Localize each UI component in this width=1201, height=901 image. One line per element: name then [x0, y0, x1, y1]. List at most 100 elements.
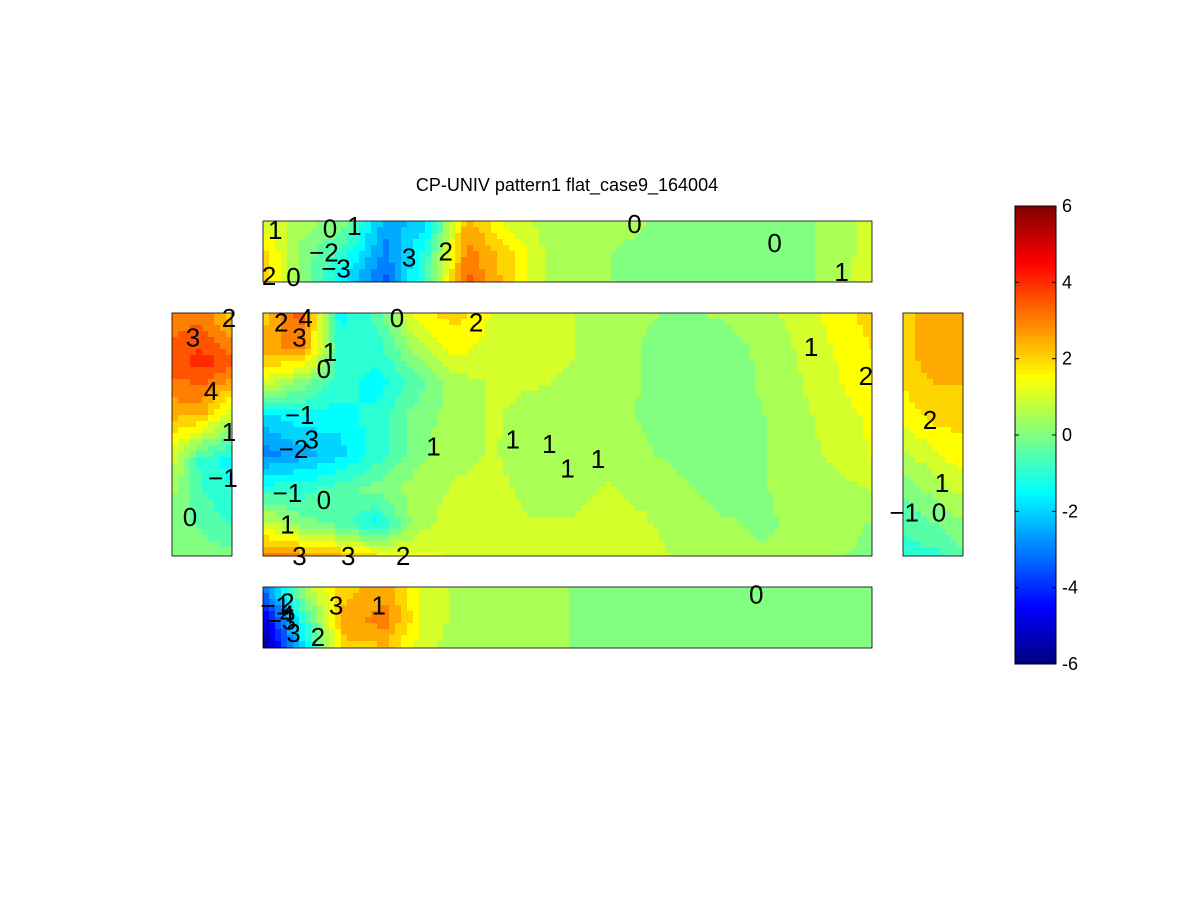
contour-cell	[383, 337, 390, 344]
contour-cell	[695, 385, 702, 392]
contour-cell	[335, 529, 342, 536]
contour-cell	[803, 367, 810, 374]
contour-cell	[641, 331, 648, 338]
contour-cell	[275, 409, 282, 416]
contour-cell	[617, 355, 624, 362]
contour-cell	[371, 245, 378, 252]
contour-cell	[839, 469, 846, 476]
contour-cell	[587, 361, 594, 368]
contour-cell	[863, 487, 870, 494]
contour-cell	[869, 313, 873, 320]
contour-cell	[347, 313, 354, 320]
contour-cell	[653, 233, 660, 240]
contour-cell	[671, 245, 678, 252]
contour-cell	[509, 391, 516, 398]
contour-cell	[545, 337, 552, 344]
contour-cell	[665, 251, 672, 258]
contour-cell	[557, 403, 564, 410]
contour-cell	[671, 257, 678, 264]
contour-cell	[395, 391, 402, 398]
contour-cell	[707, 445, 714, 452]
contour-cell	[527, 367, 534, 374]
contour-cell	[725, 469, 732, 476]
contour-cell	[761, 379, 768, 386]
contour-cell	[779, 239, 786, 246]
contour-cell	[323, 269, 330, 276]
contour-cell	[479, 433, 486, 440]
contour-cell	[311, 481, 318, 488]
contour-cell	[383, 493, 390, 500]
contour-cell	[521, 257, 528, 264]
contour-cell	[569, 233, 576, 240]
contour-cell	[653, 373, 660, 380]
contour-cell	[629, 331, 636, 338]
contour-cell	[281, 421, 288, 428]
contour-cell	[263, 233, 270, 240]
contour-cell	[797, 251, 804, 258]
contour-cell	[335, 269, 342, 276]
contour-cell	[821, 361, 828, 368]
contour-cell	[371, 373, 378, 380]
contour-cell	[791, 343, 798, 350]
contour-cell	[515, 263, 522, 270]
contour-cell	[329, 385, 336, 392]
contour-cell	[737, 409, 744, 416]
contour-cell	[545, 319, 552, 326]
contour-cell	[311, 257, 318, 264]
contour-cell	[779, 349, 786, 356]
contour-cell	[779, 385, 786, 392]
contour-cell	[407, 409, 414, 416]
contour-cell	[719, 373, 726, 380]
contour-cell	[653, 349, 660, 356]
contour-cell	[605, 439, 612, 446]
contour-cell	[461, 263, 468, 270]
contour-cell	[443, 439, 450, 446]
contour-cell	[539, 385, 546, 392]
contour-cell	[335, 409, 342, 416]
contour-cell	[335, 487, 342, 494]
contour-cell	[269, 397, 276, 404]
contour-cell	[707, 373, 714, 380]
contour-cell	[779, 481, 786, 488]
contour-cell	[497, 349, 504, 356]
contour-cell	[677, 523, 684, 530]
contour-cell	[335, 337, 342, 344]
contour-cell	[695, 343, 702, 350]
contour-cell	[281, 367, 288, 374]
contour-cell	[551, 427, 558, 434]
contour-cell	[545, 529, 552, 536]
contour-cell	[695, 529, 702, 536]
contour-cell	[281, 361, 288, 368]
contour-cell	[827, 313, 834, 320]
contour-cell	[395, 331, 402, 338]
contour-cell	[671, 439, 678, 446]
contour-cell	[485, 433, 492, 440]
contour-cell	[791, 511, 798, 518]
contour-cell	[299, 257, 306, 264]
contour-cell	[749, 421, 756, 428]
contour-cell	[701, 343, 708, 350]
contour-cell	[701, 457, 708, 464]
contour-cell	[587, 233, 594, 240]
contour-cell	[329, 403, 336, 410]
contour-cell	[587, 535, 594, 542]
contour-cell	[293, 403, 300, 410]
contour-cell	[647, 397, 654, 404]
contour-cell	[731, 221, 738, 228]
contour-cell	[299, 233, 306, 240]
contour-cell	[617, 451, 624, 458]
contour-cell	[623, 439, 630, 446]
contour-cell	[587, 349, 594, 356]
contour-cell	[317, 263, 324, 270]
contour-cell	[521, 239, 528, 246]
contour-cell	[803, 343, 810, 350]
contour-cell	[821, 251, 828, 258]
contour-cell	[719, 343, 726, 350]
contour-cell	[827, 355, 834, 362]
contour-cell	[839, 427, 846, 434]
contour-cell	[287, 325, 294, 332]
contour-cell	[647, 325, 654, 332]
contour-cell	[557, 221, 564, 228]
contour-cell	[791, 227, 798, 234]
contour-cell	[611, 257, 618, 264]
